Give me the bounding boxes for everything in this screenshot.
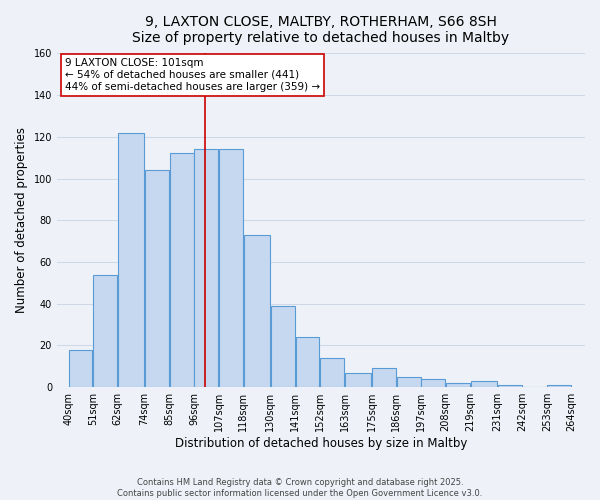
Bar (471, 381, 497, 387)
X-axis label: Distribution of detached houses by size in Maltby: Distribution of detached houses by size … (175, 437, 467, 450)
Bar (145, 170, 169, 387)
Bar (421, 379, 445, 387)
Bar (94, 274, 117, 387)
Bar (446, 383, 470, 387)
Bar (194, 150, 218, 387)
Text: 9 LAXTON CLOSE: 101sqm
← 54% of detached houses are smaller (441)
44% of semi-de: 9 LAXTON CLOSE: 101sqm ← 54% of detached… (65, 58, 320, 92)
Bar (244, 235, 270, 387)
Bar (170, 154, 194, 387)
Y-axis label: Number of detached properties: Number of detached properties (15, 128, 28, 314)
Bar (372, 368, 396, 387)
Text: Contains HM Land Registry data © Crown copyright and database right 2025.
Contai: Contains HM Land Registry data © Crown c… (118, 478, 482, 498)
Bar (219, 150, 243, 387)
Bar (498, 385, 521, 387)
Bar (345, 372, 371, 387)
Bar (271, 306, 295, 387)
Bar (320, 358, 344, 387)
Bar (68, 350, 92, 387)
Bar (397, 377, 421, 387)
Bar (547, 385, 571, 387)
Bar (296, 337, 319, 387)
Bar (118, 132, 144, 387)
Title: 9, LAXTON CLOSE, MALTBY, ROTHERHAM, S66 8SH
Size of property relative to detache: 9, LAXTON CLOSE, MALTBY, ROTHERHAM, S66 … (133, 15, 509, 45)
